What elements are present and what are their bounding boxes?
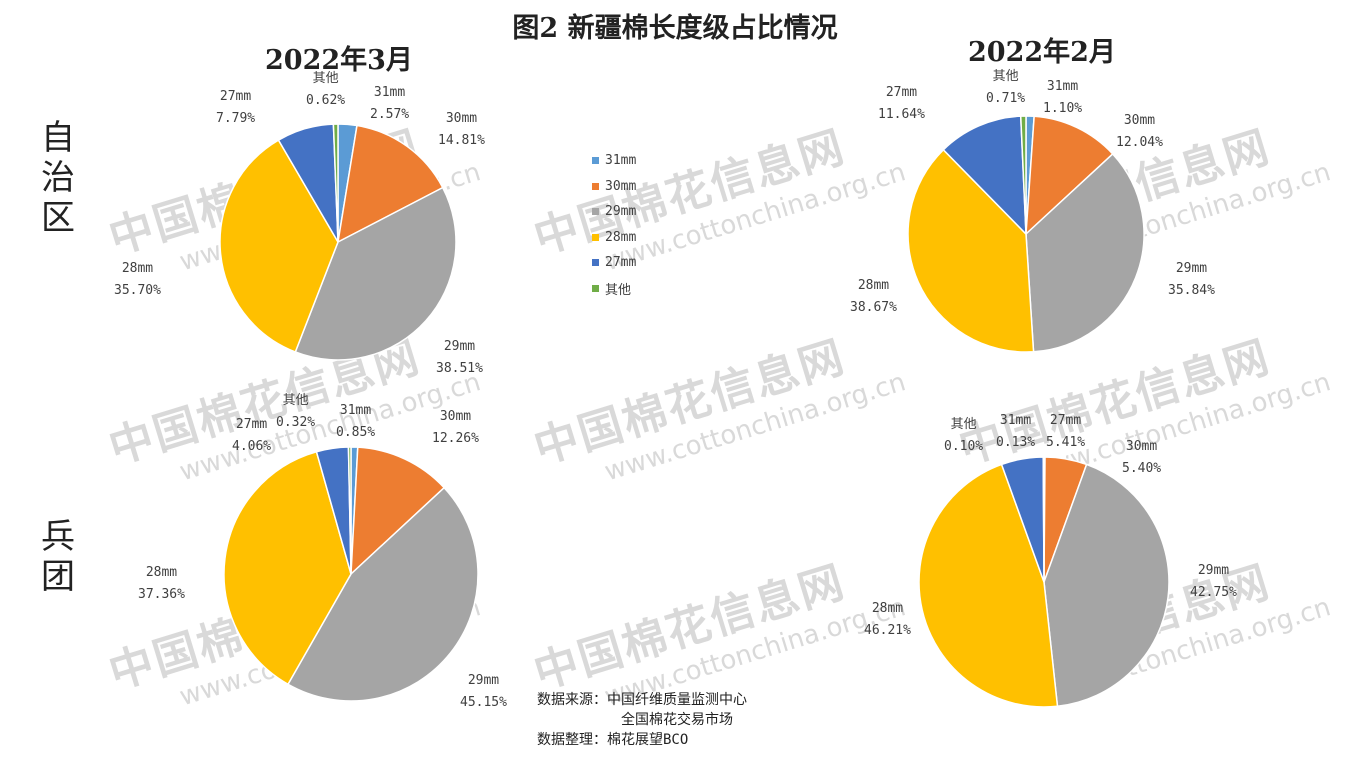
slice-label: 28mm 38.67%: [850, 278, 897, 315]
legend: 31mm 30mm 29mm 28mm 27mm 其他: [592, 148, 636, 301]
legend-swatch: [592, 208, 599, 216]
pie-slice-29mm: [1025, 152, 1145, 353]
slice-label: 31mm 0.85%: [336, 403, 376, 440]
slice-label: 28mm 37.36%: [138, 565, 185, 602]
legend-item: 28mm: [592, 225, 636, 251]
pie-slice-27mm: [942, 115, 1027, 236]
slice-label: 其他 0.32%: [276, 393, 316, 430]
legend-swatch: [592, 284, 599, 292]
pie-slice-29mm: [286, 486, 479, 702]
legend-item: 27mm: [592, 250, 636, 276]
slice-label: 27mm 5.41%: [1046, 413, 1086, 450]
legend-swatch: [592, 259, 599, 267]
slice-label: 其他 0.71%: [986, 69, 1026, 106]
pie-slice-30mm: [1025, 115, 1114, 236]
slice-label: 29mm 38.51%: [436, 339, 483, 376]
slice-label: 27mm 11.64%: [878, 85, 925, 122]
slice-label: 27mm 4.06%: [232, 417, 272, 454]
legend-item: 30mm: [592, 174, 636, 200]
legend-item: 31mm: [592, 148, 636, 174]
legend-item: 29mm: [592, 199, 636, 225]
slice-label: 30mm 12.04%: [1116, 113, 1163, 150]
row-label-top: 自治区: [41, 118, 75, 238]
legend-swatch: [592, 157, 599, 165]
pie-slice-其他: [1042, 456, 1045, 583]
legend-swatch: [592, 182, 599, 190]
pie-slice-29mm: [294, 186, 457, 361]
pie-slice-28mm: [907, 148, 1035, 353]
pie-slice-其他: [332, 123, 339, 243]
slice-label: 28mm 46.21%: [864, 601, 911, 638]
slice-label: 31mm 2.57%: [370, 85, 410, 122]
pie-slice-其他: [347, 446, 352, 575]
slice-label: 31mm 0.13%: [996, 413, 1036, 450]
pie-slice-30mm: [350, 446, 446, 576]
source-line: 全国棉花交易市场: [621, 712, 733, 728]
source-line: 数据来源：中国纤维质量监测中心: [537, 692, 747, 708]
pie-slice-29mm: [1043, 463, 1170, 708]
pie-slice-30mm: [337, 124, 444, 244]
slice-label: 30mm 12.26%: [432, 409, 479, 446]
source-line: 数据整理：棉花展望BCO: [537, 732, 689, 748]
pie-slice-28mm: [219, 139, 339, 353]
row-label-bottom: 兵团: [41, 517, 75, 597]
slice-label: 其他 0.10%: [944, 417, 984, 454]
pie-slice-28mm: [223, 450, 352, 686]
slice-label: 28mm 35.70%: [114, 261, 161, 298]
source-note: 数据来源：中国纤维质量监测中心 全国棉花交易市场 数据整理：棉花展望BCO: [537, 690, 747, 750]
pie-slice-其他: [1019, 115, 1027, 235]
slice-label: 29mm 45.15%: [460, 673, 507, 710]
slice-label: 31mm 1.10%: [1043, 79, 1083, 116]
slice-label: 其他 0.62%: [306, 71, 346, 108]
period-title-mar: 2022年3月: [265, 45, 413, 76]
slice-label: 30mm 14.81%: [438, 111, 485, 148]
slice-label: 29mm 42.75%: [1190, 563, 1237, 600]
legend-swatch: [592, 233, 599, 241]
slice-label: 30mm 5.40%: [1122, 439, 1162, 476]
figure-title: 图2 新疆棉长度级占比情况: [512, 13, 838, 44]
legend-item: 其他: [592, 276, 636, 302]
slice-label: 29mm 35.84%: [1168, 261, 1215, 298]
period-title-feb: 2022年2月: [968, 37, 1116, 68]
slice-label: 27mm 7.79%: [216, 89, 256, 126]
